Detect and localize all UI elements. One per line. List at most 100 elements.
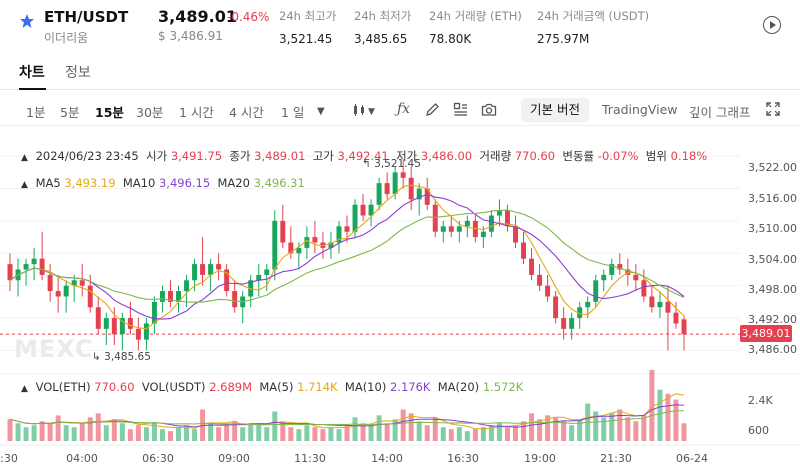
volume-bar <box>665 393 671 441</box>
volume-bar <box>176 427 181 441</box>
volume-bar <box>649 370 655 441</box>
volume-bar <box>39 421 45 441</box>
stat-24h-volume: 24h 거래량 (ETH) 78.80K <box>429 8 522 46</box>
candle-body <box>529 258 535 275</box>
volume-bar <box>344 425 350 441</box>
price-change: -0.46% <box>227 10 270 24</box>
time-axis-tick: 21:30 <box>600 452 632 465</box>
candle-type-dropdown-icon[interactable]: ▼ <box>368 107 375 117</box>
volume-bar <box>256 425 262 441</box>
timeframe-5m[interactable]: 5분 <box>60 105 80 120</box>
pair-name[interactable]: ETH/USDT <box>44 8 129 26</box>
candle-body <box>665 301 671 313</box>
collapse-toggle-icon[interactable]: ▲ <box>21 153 28 163</box>
volume-bar <box>641 415 647 441</box>
collapse-toggle-icon[interactable]: ▲ <box>21 180 28 190</box>
camera-icon[interactable] <box>481 102 497 117</box>
volume-bar <box>504 427 510 441</box>
timeframe-15m[interactable]: 15분 <box>95 105 124 120</box>
candle-type-icon[interactable] <box>352 103 366 117</box>
volume-bar <box>127 429 133 441</box>
candle-body <box>200 264 206 275</box>
tab-bar: 차트 정보 <box>0 56 800 90</box>
basic-view-button[interactable]: 기본 버전 <box>521 98 589 122</box>
volume-bar <box>448 429 454 441</box>
timeframe-1m[interactable]: 1분 <box>26 105 46 120</box>
volume-bar <box>312 427 318 441</box>
candle-body <box>312 237 318 243</box>
volume-bar <box>416 421 422 441</box>
play-icon[interactable] <box>763 16 781 34</box>
volume-axis-tick: 600 <box>748 424 769 437</box>
ma10-line <box>9 193 685 320</box>
candle-body <box>143 323 149 340</box>
time-axis-tick: 09:00 <box>218 452 250 465</box>
favorite-star-icon[interactable] <box>19 13 35 29</box>
change-label: 변동률 <box>562 149 595 163</box>
tab-info[interactable]: 정보 <box>65 65 91 81</box>
candle-body <box>232 291 238 308</box>
candle-body <box>328 242 334 248</box>
candle-body <box>432 204 438 232</box>
volume-bar <box>456 427 462 441</box>
fullscreen-icon[interactable] <box>766 102 780 116</box>
draw-pencil-icon[interactable] <box>425 102 440 117</box>
candle-body <box>135 328 141 340</box>
candle-body <box>408 177 414 200</box>
stat-value: 275.97M <box>537 32 590 46</box>
vol-eth-label: VOL(ETH) <box>35 380 91 394</box>
current-price-tag: 3,489.01 <box>740 325 792 342</box>
ma-legend: ▲ MA5 3,493.19 MA10 3,496.15 MA20 3,496.… <box>21 176 305 190</box>
ma5-label: MA5 <box>35 176 61 190</box>
volume-bar <box>216 427 222 441</box>
candle-body <box>272 220 278 270</box>
time-axis-tick: 16:30 <box>447 452 479 465</box>
depth-chart-button[interactable]: 깊이 그래프 <box>689 105 751 120</box>
high-annotation-value: 3,521.45 <box>374 158 421 170</box>
candle-body <box>585 301 591 308</box>
vol-ma20-label: MA(20) <box>437 380 480 394</box>
time-axis-tick: 04:00 <box>66 452 98 465</box>
timeframe-30m[interactable]: 30분 <box>136 105 164 120</box>
volume-bar <box>272 411 278 441</box>
indicator-fx-icon[interactable]: ƒx <box>397 101 411 117</box>
timeframe-1d[interactable]: 1 일 <box>281 105 305 120</box>
close-label: 종가 <box>229 149 251 163</box>
layout-grid-icon[interactable] <box>453 102 468 117</box>
volume-bar <box>248 423 254 441</box>
volume-bar <box>79 423 85 441</box>
volume-bar <box>480 427 486 441</box>
candle-body <box>360 204 366 216</box>
vol-ma5-line <box>9 393 685 430</box>
tab-chart[interactable]: 차트 <box>19 65 45 81</box>
volume-bar <box>376 415 382 441</box>
candle-body <box>111 318 117 335</box>
volume-bar <box>577 419 583 441</box>
candle-body <box>95 307 101 329</box>
candle-body <box>79 280 85 286</box>
candle-body <box>71 280 77 286</box>
volume-bar <box>657 389 663 441</box>
low-label: 저가 <box>396 149 418 163</box>
vol-usdt-value: 2.689M <box>209 380 253 394</box>
volume-bar <box>95 413 101 441</box>
timeframe-4h[interactable]: 4 시간 <box>229 105 264 120</box>
time-axis-tick: 19:00 <box>524 452 556 465</box>
timeframe-1h[interactable]: 1 시간 <box>179 105 214 120</box>
volume-bar <box>432 417 438 441</box>
price-axis-tick: 3,486.00 <box>748 343 797 356</box>
timeframe-dropdown-icon[interactable]: ▼ <box>317 106 325 117</box>
high-label: 고가 <box>312 149 334 163</box>
candle-body <box>569 318 575 329</box>
collapse-toggle-icon[interactable]: ▲ <box>21 384 28 394</box>
volume-bar <box>192 429 198 441</box>
volume-bar <box>472 429 478 441</box>
tradingview-button[interactable]: TradingView <box>602 102 678 117</box>
candle-body <box>521 242 527 259</box>
vol-ma20-value: 1.572K <box>482 380 524 394</box>
candle-body <box>464 220 470 227</box>
volume-bar <box>184 425 190 441</box>
candle-body <box>416 188 422 200</box>
volume-bar <box>488 425 494 441</box>
